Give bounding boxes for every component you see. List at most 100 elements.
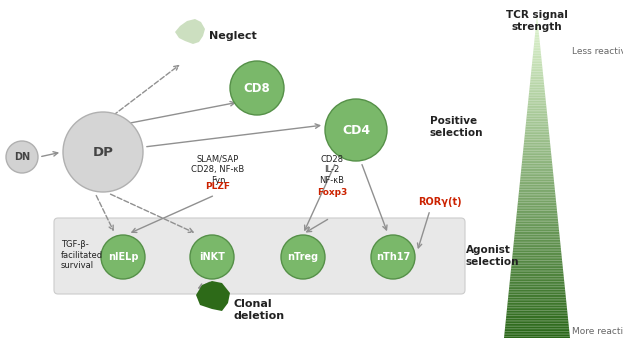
Polygon shape (519, 191, 555, 193)
Polygon shape (531, 71, 543, 73)
Text: Agonist
selection: Agonist selection (466, 245, 520, 267)
Polygon shape (506, 318, 568, 320)
Polygon shape (511, 264, 563, 265)
Polygon shape (520, 178, 554, 180)
Polygon shape (524, 141, 550, 142)
Polygon shape (506, 314, 568, 315)
FancyBboxPatch shape (54, 218, 465, 294)
Polygon shape (533, 55, 541, 57)
Polygon shape (515, 226, 559, 228)
Text: CD28
IL-2
NF-κB: CD28 IL-2 NF-κB (320, 155, 345, 185)
Circle shape (63, 112, 143, 192)
Polygon shape (508, 291, 566, 293)
Polygon shape (525, 138, 549, 139)
Polygon shape (516, 212, 558, 214)
Polygon shape (513, 247, 561, 249)
Polygon shape (520, 180, 554, 181)
Polygon shape (513, 244, 561, 246)
Polygon shape (525, 128, 549, 130)
Polygon shape (513, 252, 561, 254)
Polygon shape (533, 54, 541, 55)
Polygon shape (518, 196, 556, 197)
Polygon shape (529, 91, 545, 92)
Polygon shape (528, 104, 546, 105)
Polygon shape (506, 309, 567, 310)
Polygon shape (512, 254, 561, 256)
Polygon shape (521, 172, 553, 173)
Polygon shape (530, 78, 544, 79)
Polygon shape (535, 37, 540, 39)
Circle shape (190, 235, 234, 279)
Polygon shape (515, 230, 559, 231)
Polygon shape (521, 163, 553, 165)
Polygon shape (506, 320, 568, 322)
Polygon shape (517, 207, 557, 209)
Polygon shape (527, 112, 547, 113)
Text: Less reactive: Less reactive (572, 48, 623, 56)
Polygon shape (533, 50, 541, 52)
Polygon shape (525, 130, 549, 131)
Polygon shape (504, 335, 570, 336)
Polygon shape (536, 23, 538, 25)
Polygon shape (533, 58, 541, 60)
Polygon shape (508, 293, 566, 294)
Polygon shape (526, 117, 548, 118)
Polygon shape (518, 202, 556, 204)
Polygon shape (535, 39, 540, 41)
Polygon shape (508, 294, 566, 296)
Polygon shape (507, 304, 567, 306)
Polygon shape (531, 70, 543, 71)
Polygon shape (536, 28, 538, 29)
Polygon shape (516, 223, 558, 225)
Polygon shape (526, 118, 548, 120)
Text: nTreg: nTreg (287, 252, 318, 262)
Polygon shape (528, 99, 546, 100)
Polygon shape (511, 262, 563, 264)
Polygon shape (525, 133, 549, 134)
Polygon shape (514, 238, 560, 239)
Polygon shape (509, 289, 565, 291)
Polygon shape (535, 33, 539, 34)
Polygon shape (520, 175, 553, 176)
Polygon shape (526, 115, 548, 117)
Polygon shape (531, 67, 543, 68)
Polygon shape (520, 183, 554, 184)
Polygon shape (514, 241, 560, 243)
Polygon shape (518, 197, 556, 199)
Polygon shape (520, 181, 554, 183)
Polygon shape (530, 89, 545, 91)
Polygon shape (536, 26, 538, 28)
Polygon shape (522, 159, 552, 160)
Polygon shape (529, 92, 545, 94)
Polygon shape (522, 162, 552, 163)
Polygon shape (516, 218, 558, 220)
Polygon shape (510, 280, 564, 281)
Polygon shape (515, 225, 559, 226)
Polygon shape (530, 86, 545, 88)
Polygon shape (528, 100, 546, 102)
Text: RORγ(t): RORγ(t) (418, 197, 462, 207)
Polygon shape (505, 325, 569, 327)
Polygon shape (536, 25, 538, 26)
Text: DP: DP (93, 146, 113, 159)
Polygon shape (527, 113, 547, 115)
Polygon shape (509, 286, 565, 288)
Polygon shape (531, 73, 543, 75)
Polygon shape (532, 60, 542, 62)
Polygon shape (516, 215, 558, 217)
Polygon shape (517, 210, 557, 212)
Polygon shape (526, 120, 548, 121)
Text: TGF-β-
facilitated
survival: TGF-β- facilitated survival (61, 240, 103, 270)
Polygon shape (528, 102, 546, 104)
Polygon shape (509, 285, 564, 286)
Polygon shape (528, 105, 546, 107)
Polygon shape (535, 29, 539, 31)
Polygon shape (523, 150, 551, 152)
Polygon shape (523, 149, 551, 150)
Polygon shape (522, 157, 552, 159)
Polygon shape (520, 186, 554, 188)
Polygon shape (511, 267, 563, 268)
Polygon shape (524, 142, 550, 144)
Polygon shape (532, 63, 542, 65)
Polygon shape (514, 239, 560, 241)
